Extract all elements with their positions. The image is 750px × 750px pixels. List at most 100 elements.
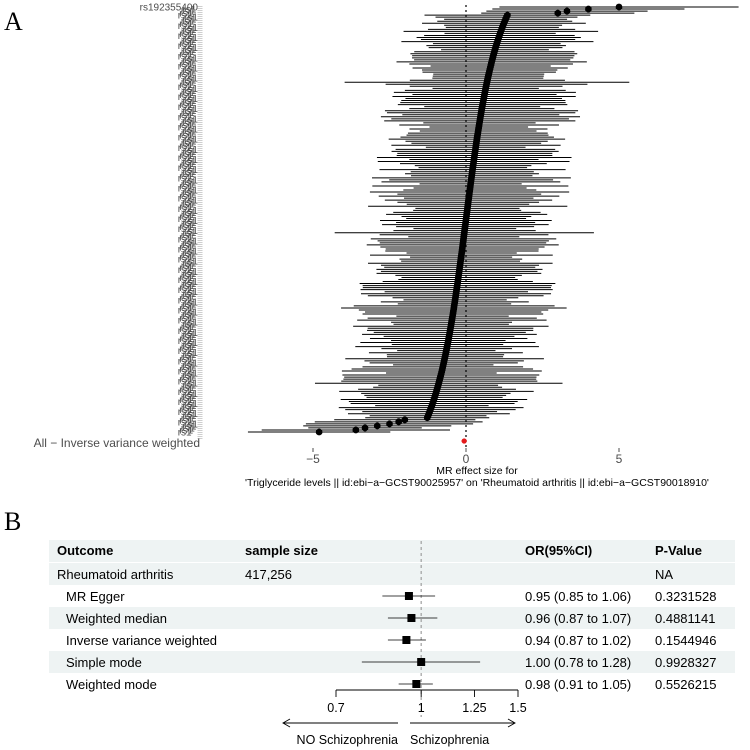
snp-label: rs1 — [182, 127, 196, 138]
snp-label: rs1 — [182, 310, 196, 321]
snp-label: rs1 — [179, 29, 193, 40]
snp-label: rs1 — [178, 41, 192, 52]
snp-label: rs1 — [181, 271, 195, 282]
panel-a-plot: rs192355400rs1rs1rs1rs1rs1rs1rs1rs1rs1rs… — [140, 3, 739, 448]
table-row: Rheumatoid arthritis 417,256 NA — [57, 567, 673, 582]
snp-label: rs192355400 — [140, 3, 199, 14]
forest-marks — [361, 592, 481, 688]
overall-point — [461, 438, 467, 444]
snp-label: rs1 — [178, 214, 192, 225]
snp-label: rs1 — [181, 312, 195, 323]
snp-label: rs1 — [181, 220, 195, 231]
snp-label: rs1 — [179, 263, 193, 274]
snp-label: rs1 — [184, 419, 198, 430]
forest-tick-label: 1 — [418, 701, 425, 715]
snp-label: rs1 — [184, 165, 198, 176]
snp-label: rs1 — [179, 232, 193, 243]
snp-label: rs1 — [179, 253, 193, 264]
snp-label: rs1 — [184, 277, 198, 288]
snp-label: rs1 — [179, 273, 193, 284]
snp-label: rs1 — [184, 257, 198, 268]
snp-label: rs1 — [182, 350, 196, 361]
snp-label: rs1 — [179, 375, 193, 386]
snp-label: rs1 — [181, 251, 195, 262]
snp-label: rs1 — [181, 342, 195, 353]
snp-label: rs1 — [181, 362, 195, 373]
forest-point — [407, 614, 416, 622]
snp-label: rs1 — [181, 149, 195, 160]
snp-label: rs1 — [184, 23, 198, 34]
snp-point — [315, 428, 323, 436]
snp-label: rs1 — [178, 72, 192, 83]
forest-point — [412, 680, 421, 688]
snp-label: rs1 — [182, 269, 196, 280]
snp-label: rs1 — [178, 102, 192, 113]
snp-label: rs1 — [181, 210, 195, 221]
snp-label: rs1 — [179, 314, 193, 325]
snp-point — [615, 3, 623, 11]
snp-label: rs1 — [179, 212, 193, 223]
snp-label: rs1 — [182, 330, 196, 341]
snp-label: rs1 — [178, 153, 192, 164]
snp-label: rs1 — [181, 57, 195, 68]
snp-label: rs1 — [182, 106, 196, 117]
right-direction-label: Schizophrenia — [410, 733, 489, 747]
snp-label: rs1 — [184, 53, 198, 64]
snp-label: rs1 — [178, 356, 192, 367]
snp-point — [352, 426, 360, 434]
snp-label: rs1 — [181, 68, 195, 79]
snp-label: rs1 — [181, 139, 195, 150]
snp-label: rs1 — [181, 129, 195, 140]
snp-label: rs1 — [178, 417, 192, 428]
snp-label: rs1 — [178, 366, 192, 377]
snp-label: rs1 — [179, 303, 193, 314]
snp-label: rs1 — [178, 31, 192, 42]
snp-label: rs1 — [178, 224, 192, 235]
snp-label: rs1 — [182, 421, 196, 432]
snp-label: rs1 — [184, 206, 198, 217]
snp-label: rs1 — [181, 200, 195, 211]
row-p-value: 0.4881141 — [655, 611, 716, 626]
snp-label: rs1 — [178, 234, 192, 245]
snp-label: rs1 — [179, 293, 193, 304]
snp-label: rs1 — [181, 291, 195, 302]
snp-label: rs1 — [178, 204, 192, 215]
snp-label: rs1 — [184, 114, 198, 125]
snp-label: rs1 — [179, 90, 193, 101]
snp-label: rs1 — [178, 163, 192, 174]
snp-ci-lines — [247, 6, 739, 433]
x-axis-title-line1: MR effect size for — [436, 465, 518, 477]
row-outcome: Rheumatoid arthritis — [57, 567, 174, 582]
snp-label: rs1 — [181, 27, 195, 38]
snp-label: rs1 — [182, 371, 196, 382]
row-outcome: MR Egger — [66, 589, 125, 604]
snp-label: rs1 — [181, 352, 195, 363]
row-p-value: 0.5526215 — [655, 677, 716, 692]
snp-label: rs1 — [178, 92, 192, 103]
snp-label: rs1 — [184, 308, 198, 319]
snp-label: rs1 — [178, 255, 192, 266]
snp-label: rs1 — [184, 409, 198, 420]
snp-label: rs1 — [182, 208, 196, 219]
snp-label: rs1 — [179, 151, 193, 162]
snp-label: rs1 — [184, 175, 198, 186]
snp-label: rs1 — [179, 283, 193, 294]
forest-point — [417, 658, 426, 666]
snp-label: rs1 — [181, 281, 195, 292]
snp-label: rs1 — [181, 159, 195, 170]
snp-label: rs1 — [179, 405, 193, 416]
snp-label: rs1 — [181, 78, 195, 89]
snp-label: rs1 — [181, 88, 195, 99]
snp-label: rs1 — [179, 49, 193, 60]
snp-label: rs1 — [184, 74, 198, 85]
snp-label: rs1 — [179, 131, 193, 142]
snp-label: rs1 — [184, 226, 198, 237]
snp-label: rs1 — [179, 39, 193, 50]
snp-label: rs1 — [179, 395, 193, 406]
snp-label: rs1 — [181, 413, 195, 424]
snp-label: rs1 — [184, 186, 198, 197]
snp-label: rs1 — [182, 86, 196, 97]
snp-label: rs1 — [182, 259, 196, 270]
snp-label: rs1 — [178, 194, 192, 205]
row-or-ci: 1.00 (0.78 to 1.28) — [525, 655, 631, 670]
